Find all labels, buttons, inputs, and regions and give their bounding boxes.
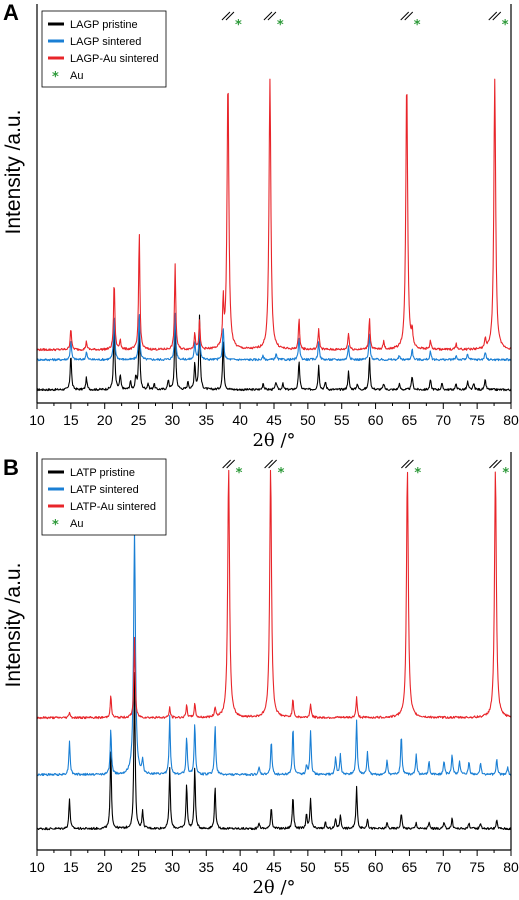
x-tick-label-a: 30	[165, 412, 181, 428]
series-group-a	[37, 78, 511, 392]
legend-entry-pristine-a: LAGP pristine	[70, 19, 138, 31]
legend-a: LAGP pristine LAGP sintered LAGP-Au sinter…	[41, 10, 167, 88]
panel-a: A Intensity /a.u. 2θ /° 10 15 20 25 30 35 40 45…	[2, 0, 519, 451]
au-peak-marker-a: *	[235, 18, 242, 33]
legend-entry-pristine-b: LATP pristine	[70, 467, 135, 479]
x-tick-label-a: 40	[232, 412, 248, 428]
legend-b: LATP pristine LATP sintered LATP-Au sinter…	[41, 458, 167, 536]
axis-break-mark-a	[488, 11, 498, 21]
axis-break-mark-b	[268, 459, 277, 469]
au-peak-marker-b: *	[236, 466, 243, 481]
axis-break-mark-b	[493, 459, 502, 469]
x-tick-label-b: 45	[266, 859, 282, 875]
series-line-sintered-b	[37, 529, 511, 777]
series-line-au_sintered-b	[37, 469, 511, 720]
axis-break-mark-a	[404, 11, 414, 21]
au-peak-marker-b: *	[414, 466, 421, 481]
x-tick-label-b: 15	[63, 859, 79, 875]
axis-break-mark-a	[263, 11, 273, 21]
x-tick-label-b: 55	[334, 859, 350, 875]
panel-b: B Intensity /a.u. 2θ /° 10 15 20 25 30 35 40 45…	[2, 452, 519, 898]
x-axis-label-b: 2θ /°	[252, 877, 295, 898]
x-tick-label-b: 50	[300, 859, 316, 875]
au-peak-marker-a: *	[414, 18, 421, 33]
axis-break-mark-b	[401, 459, 410, 469]
series-group-b	[37, 469, 511, 831]
x-tick-label-a: 70	[435, 412, 451, 428]
x-tick-label-a: 10	[29, 412, 45, 428]
legend-entry-au-a: Au	[70, 70, 83, 82]
series-line-au_sintered-a	[37, 78, 511, 352]
axis-break-mark-a	[492, 11, 502, 21]
axis-break-mark-b	[226, 459, 235, 469]
axis-break-mark-b	[222, 459, 231, 469]
axis-break-mark-a	[225, 11, 235, 21]
x-tick-label-b: 75	[469, 859, 485, 875]
plot-area-b: 10 15 20 25 30 35 40 45 50 55 60 65 70 75 80 * * * *	[29, 452, 519, 875]
legend-au-marker-b: *	[52, 518, 59, 533]
x-tick-label-b: 60	[368, 859, 384, 875]
x-tick-label-a: 15	[63, 412, 79, 428]
series-line-sintered-a	[37, 312, 511, 362]
y-axis-label-a: Intensity /a.u.	[2, 110, 25, 235]
y-axis-label-b: Intensity /a.u.	[2, 563, 25, 688]
x-tick-label-a: 80	[503, 412, 519, 428]
x-tick-label-b: 70	[435, 859, 451, 875]
x-tick-label-b: 25	[131, 859, 147, 875]
x-tick-label-a: 20	[97, 412, 113, 428]
x-tick-label-a: 60	[368, 412, 384, 428]
axis-break-mark-b	[405, 459, 414, 469]
legend-au-marker-a: *	[52, 70, 59, 85]
legend-entry-sintered-b: LATP sintered	[70, 484, 139, 496]
axis-break-mark-a	[267, 11, 277, 21]
x-tick-label-a: 35	[198, 412, 214, 428]
legend-entry-sintered-a: LAGP sintered	[70, 36, 141, 48]
axis-break-mark-b	[489, 459, 498, 469]
x-tick-label-b: 65	[402, 859, 418, 875]
au-peak-marker-a: *	[277, 18, 284, 33]
axis-break-mark-a	[221, 11, 231, 21]
legend-entry-au_sintered-b: LATP-Au sintered	[70, 501, 156, 513]
plot-area-a: 10 15 20 25 30 35 40 45 50 55 60 65 70 75 80 * * * *	[29, 4, 519, 428]
x-tick-label-a: 50	[300, 412, 316, 428]
x-tick-label-b: 35	[198, 859, 214, 875]
x-tick-label-b: 10	[29, 859, 45, 875]
x-tick-label-a: 45	[266, 412, 282, 428]
x-tick-label-b: 80	[503, 859, 519, 875]
series-line-pristine-b	[37, 672, 511, 831]
au-peak-marker-a: *	[502, 18, 509, 33]
axis-break-mark-a	[400, 11, 410, 21]
panel-label-a: A	[3, 0, 19, 25]
x-tick-label-a: 65	[402, 412, 418, 428]
x-tick-label-a: 25	[131, 412, 147, 428]
x-tick-label-b: 40	[232, 859, 248, 875]
legend-entry-au-b: Au	[70, 518, 83, 530]
legend-entry-au_sintered-a: LAGP-Au sintered	[70, 53, 159, 65]
x-tick-label-b: 20	[97, 859, 113, 875]
x-tick-label-a: 75	[469, 412, 485, 428]
au-peak-marker-b: *	[502, 466, 509, 481]
x-tick-label-a: 55	[334, 412, 350, 428]
panel-label-b: B	[3, 455, 19, 480]
series-line-pristine-a	[37, 314, 511, 392]
au-peak-marker-b: *	[278, 466, 285, 481]
axis-break-mark-b	[264, 459, 273, 469]
x-tick-label-b: 30	[165, 859, 181, 875]
x-axis-label-a: 2θ /°	[252, 430, 295, 451]
